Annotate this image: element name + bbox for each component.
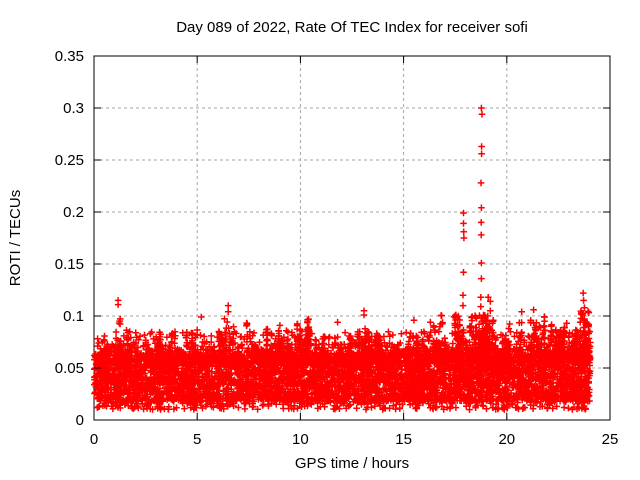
y-tick-label: 0 — [76, 412, 84, 429]
y-tick-label: 0.05 — [55, 360, 84, 377]
y-tick-label: 0.2 — [63, 204, 84, 221]
y-tick-label: 0.25 — [55, 152, 84, 169]
x-tick-label: 0 — [90, 431, 98, 448]
scatter-points-layer — [91, 104, 594, 413]
tick-labels-layer: 0 5 10 15 20 25 0 0.05 0.1 0.15 0.2 0.25 0.3 0.35 — [55, 48, 619, 448]
plot-border — [93, 55, 611, 421]
y-axis-label: ROTI / TECUs — [7, 190, 24, 286]
y-tick-label: 0.15 — [55, 256, 84, 273]
x-tick-label: 20 — [498, 431, 515, 448]
x-tick-label: 15 — [395, 431, 412, 448]
y-tick-label: 0.1 — [63, 308, 84, 325]
y-tick-label: 0.35 — [55, 48, 84, 65]
tick-marks-layer — [93, 55, 611, 421]
y-tick-label: 0.3 — [63, 100, 84, 117]
chart-title: Day 089 of 2022, Rate Of TEC Index for r… — [176, 19, 528, 36]
x-tick-label: 10 — [292, 431, 309, 448]
x-axis-label: GPS time / hours — [295, 455, 409, 472]
x-tick-label: 25 — [602, 431, 619, 448]
x-tick-label: 5 — [193, 431, 201, 448]
